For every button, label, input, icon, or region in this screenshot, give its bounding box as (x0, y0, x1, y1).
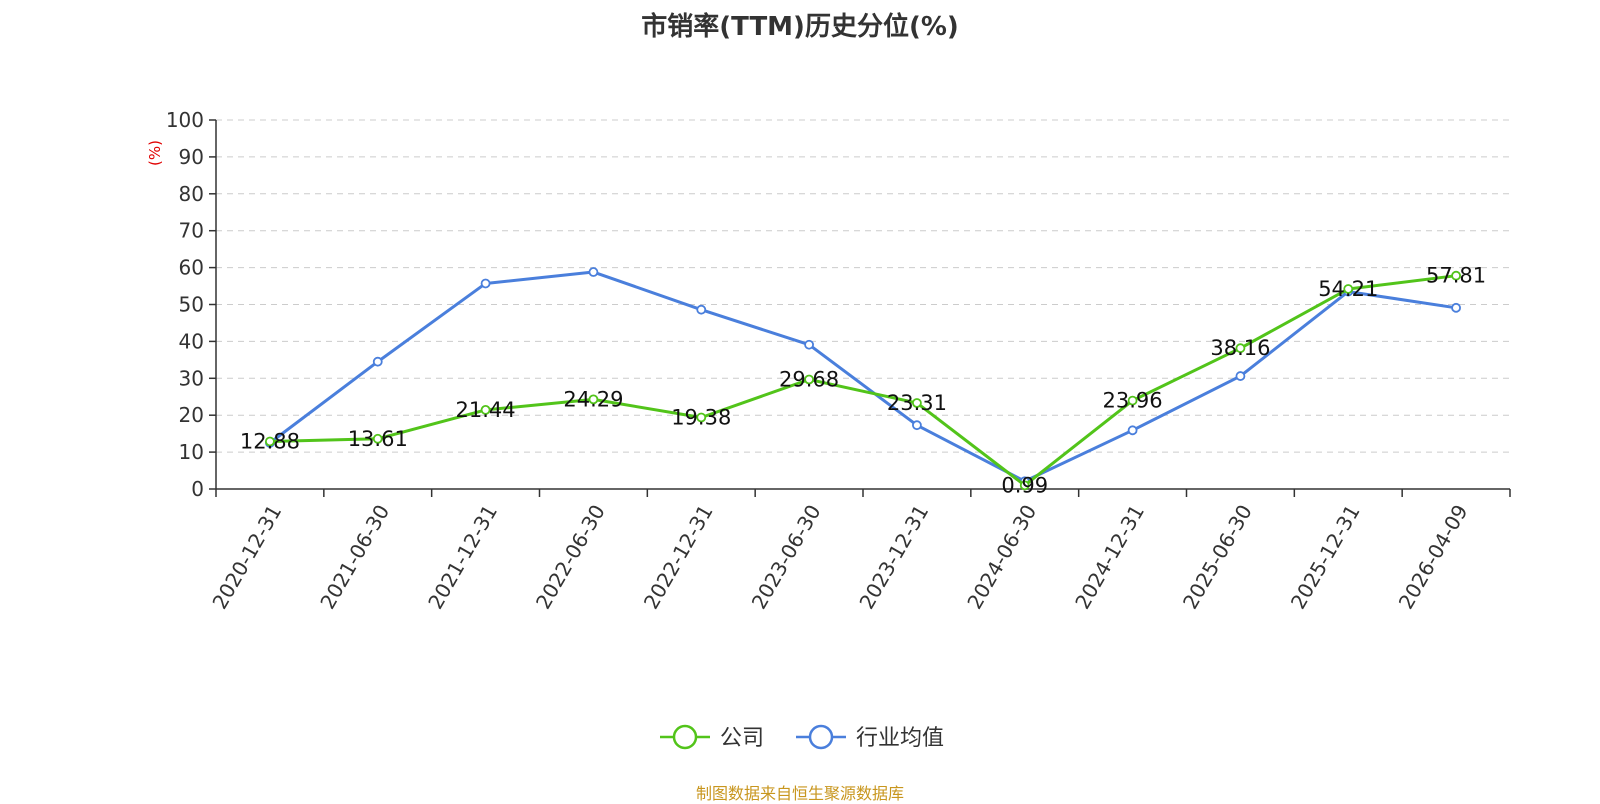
x-tick-label: 2023-06-30 (747, 501, 826, 614)
series-line-0 (269, 274, 1457, 487)
data-point (588, 267, 599, 277)
legend-label: 公司 (720, 726, 764, 751)
data-point (912, 420, 922, 431)
x-tick-label: 2022-12-31 (639, 501, 718, 614)
legend-label: 行业均值 (856, 726, 944, 751)
source-note: 制图数据来自恒生聚源数据库 (695, 784, 904, 803)
data-point (804, 339, 814, 350)
y-tick-label: 0 (191, 477, 204, 501)
data-point (1451, 302, 1461, 313)
data-point (480, 404, 491, 415)
y-tick-label: 20 (179, 403, 204, 427)
data-label: 54.21 (1318, 277, 1378, 301)
y-tick-label: 90 (179, 145, 204, 169)
data-point (265, 436, 275, 447)
x-tick-label: 2021-12-31 (423, 501, 502, 614)
grid-lines (216, 119, 1510, 453)
data-label: 23.31 (887, 391, 947, 415)
data-point (1235, 371, 1246, 381)
legend-item-0[interactable]: 公司 (660, 724, 764, 751)
x-tick-label: 2021-06-30 (315, 501, 394, 614)
y-tick-label: 50 (179, 293, 204, 317)
axes: 0 10 20 30 40 50 60 70 80 90 100 2020-12-31 2021-06-… (166, 108, 1511, 614)
data-point (1343, 284, 1354, 294)
data-point (1451, 270, 1461, 281)
y-tick-label: 80 (179, 182, 204, 206)
x-tick-label: 2022-06-30 (531, 501, 610, 614)
legend-item-1[interactable]: 行业均值 (796, 724, 944, 751)
data-point (372, 433, 383, 444)
x-tick-label: 2026-04-09 (1394, 501, 1473, 614)
x-tick-label: 2020-12-31 (207, 501, 286, 614)
y-axis-label: (%) (146, 140, 164, 166)
data-point (480, 278, 491, 289)
data-point (588, 394, 599, 405)
data-point (372, 356, 383, 367)
data-label: 38.16 (1210, 336, 1270, 360)
data-label: 19.38 (671, 405, 731, 429)
data-label: 21.44 (456, 398, 516, 422)
data-label: 57.81 (1426, 264, 1486, 288)
data-point (696, 304, 707, 315)
data-point (912, 398, 922, 408)
data-point (804, 374, 814, 385)
chart-title: 市销率(TTM)历史分位(%) (641, 12, 959, 42)
data-label: 0.99 (1001, 473, 1048, 497)
x-tick-label: 2024-12-31 (1070, 501, 1149, 614)
data-label: 24.29 (563, 387, 623, 411)
data-point (1019, 480, 1030, 491)
legend[interactable]: 公司 行业均值 (660, 724, 944, 751)
series-lines (265, 267, 1461, 491)
legend-marker-icon (672, 724, 698, 750)
y-tick-label: 70 (179, 219, 204, 243)
x-tick-label: 2024-06-30 (962, 501, 1041, 614)
data-point (696, 412, 707, 423)
data-point (1127, 395, 1138, 406)
x-tick-label: 2023-12-31 (854, 501, 933, 614)
data-label: 29.68 (779, 367, 839, 391)
x-tick-label: 2025-12-31 (1286, 501, 1365, 614)
data-point (1235, 343, 1246, 354)
data-label: 13.61 (348, 427, 408, 451)
y-tick-label: 10 (179, 440, 204, 464)
y-tick-label: 40 (179, 329, 204, 353)
x-tick-label: 2025-06-30 (1178, 501, 1257, 614)
y-tick-label: 60 (179, 256, 204, 280)
series-line-1 (269, 270, 1457, 483)
data-label: 12.88 (240, 429, 300, 453)
data-labels: 12.88 13.61 21.44 24.29 19.38 29.68 23.31 0.99 2… (240, 264, 1486, 498)
y-tick-label: 30 (179, 366, 204, 390)
y-tick-label: 100 (166, 108, 204, 132)
data-label: 23.96 (1103, 389, 1163, 413)
data-point (1127, 425, 1138, 436)
legend-marker-icon (808, 724, 834, 750)
